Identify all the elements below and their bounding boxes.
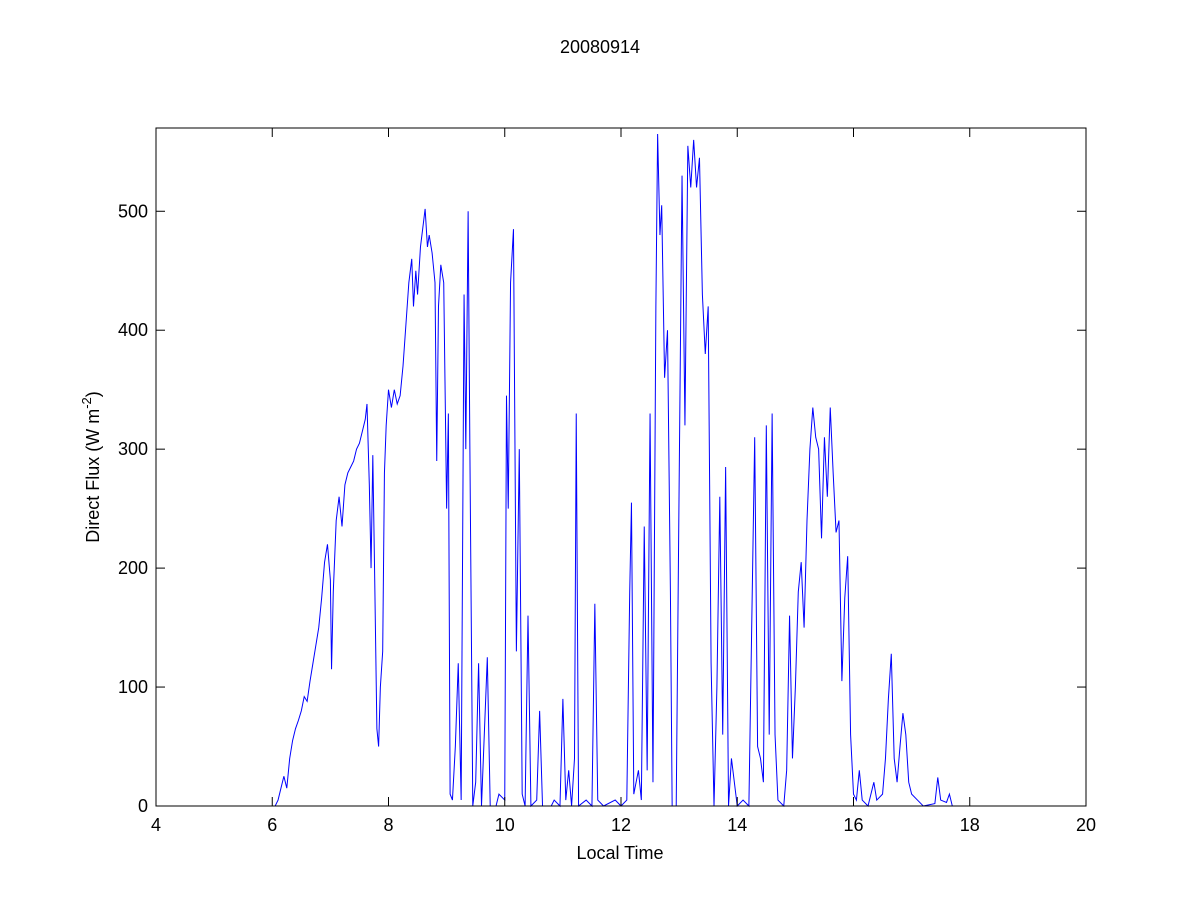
y-tick-label: 0 — [138, 796, 148, 816]
x-tick-label: 16 — [843, 815, 863, 835]
x-tick-label: 20 — [1076, 815, 1096, 835]
y-tick-label: 200 — [118, 558, 148, 578]
y-tick-label: 500 — [118, 201, 148, 221]
x-tick-label: 6 — [267, 815, 277, 835]
x-tick-label: 18 — [960, 815, 980, 835]
chart-title: 20080914 — [560, 37, 640, 57]
x-tick-label: 12 — [611, 815, 631, 835]
y-tick-label: 100 — [118, 677, 148, 697]
x-tick-label: 4 — [151, 815, 161, 835]
x-tick-label: 8 — [383, 815, 393, 835]
y-tick-label: 300 — [118, 439, 148, 459]
y-axis-label-text: Direct Flux (W m — [83, 409, 103, 543]
x-tick-label: 14 — [727, 815, 747, 835]
y-axis-label-end: ) — [83, 391, 103, 397]
y-axis-label-sup: -2 — [79, 397, 94, 409]
y-axis-label: Direct Flux (W m-2) — [79, 391, 103, 543]
y-tick-label: 400 — [118, 320, 148, 340]
x-axis-label: Local Time — [576, 843, 663, 863]
x-tick-label: 10 — [495, 815, 515, 835]
